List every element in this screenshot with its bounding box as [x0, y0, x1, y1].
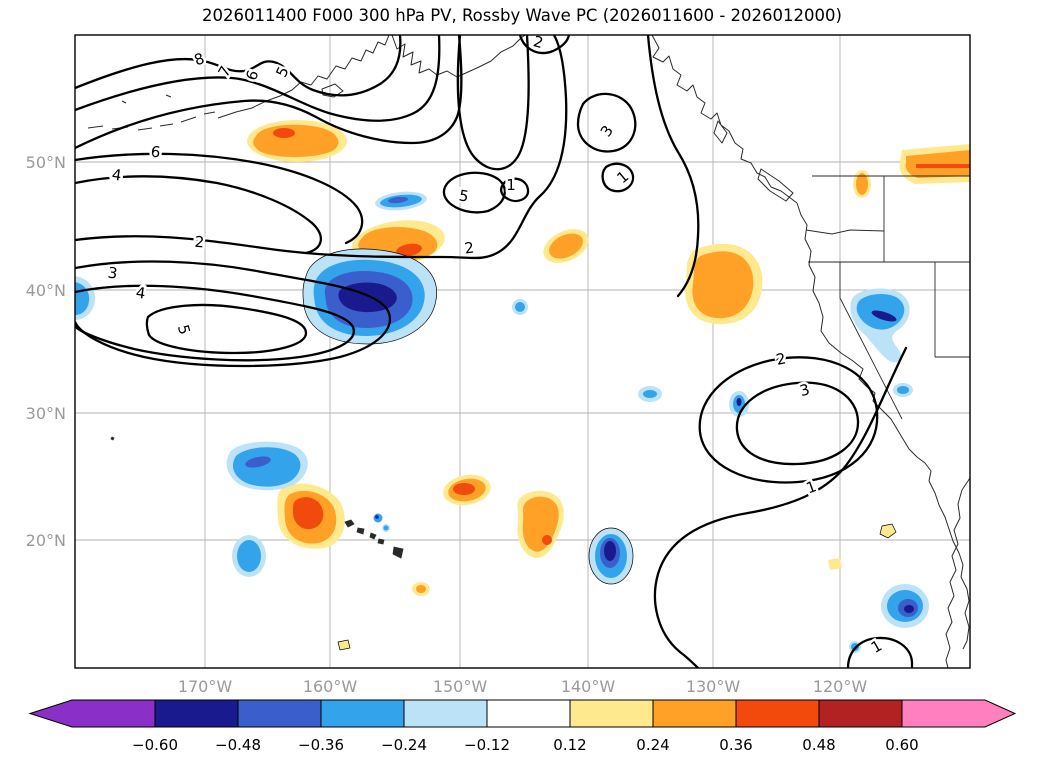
map-frame: [74, 34, 971, 669]
lon-tick-label: 140°W: [561, 677, 616, 696]
pv-contours: [75, 35, 914, 668]
contour-label: 3: [597, 122, 617, 140]
contour-label: 4: [135, 283, 147, 302]
anomaly-shading: [75, 120, 970, 653]
contour-label: 3: [107, 263, 119, 282]
coastline-us-west: [796, 202, 970, 650]
colorbar-tick-label: −0.24: [381, 736, 427, 754]
colorbar-tick-label: −0.12: [464, 736, 510, 754]
colorbar: −0.60 −0.48 −0.36 −0.24 −0.12 0.12 0.24 0.36 0.4…: [28, 699, 1017, 754]
lat-tick-label: 20°N: [26, 531, 66, 550]
colorbar-tick-label: 0.24: [636, 736, 669, 754]
cold-anomaly-hawaii-specks: [373, 513, 390, 532]
warm-anomaly-subtropics-mid: [443, 474, 491, 506]
lon-tick-label: 170°W: [178, 677, 233, 696]
contour-label: 2: [774, 349, 787, 369]
lon-tick-label: 120°W: [813, 677, 868, 696]
cold-anomaly-streak: [375, 191, 427, 211]
lon-axis: 170°W 160°W 150°W 140°W 130°W 120°W: [178, 677, 868, 696]
lon-tick-label: 130°W: [686, 677, 741, 696]
colorbar-segment: [403, 699, 488, 728]
lat-tick-label: 50°N: [26, 153, 66, 172]
hawaii-islands: [110, 436, 404, 559]
lat-tick-label: 40°N: [26, 281, 66, 300]
contour-label: 2: [463, 238, 475, 257]
coastlines: [87, 35, 970, 668]
coastline-gulf-california: [945, 477, 970, 668]
colorbar-segment: [486, 699, 571, 728]
lat-tick-label: 30°N: [26, 404, 66, 423]
warm-anomaly-gulf-alaska: [543, 229, 589, 263]
lon-tick-label: 150°W: [433, 677, 488, 696]
contour-label: 1: [506, 176, 516, 194]
colorbar-segment: [735, 699, 820, 728]
cold-anomaly-california: [850, 288, 913, 397]
colorbar-segment: [154, 699, 239, 728]
coastline-british-columbia: [651, 35, 798, 204]
colorbar-segment: [320, 699, 405, 728]
colorbar-tick-label: 0.48: [802, 736, 835, 754]
cold-anomaly-subtropics: [588, 527, 634, 585]
contour-label: 2: [194, 233, 205, 252]
colorbar-segment: [652, 699, 737, 728]
cold-anomaly-west-edge: [75, 276, 96, 320]
colorbar-segment: [237, 699, 322, 728]
warm-anomaly-nw-pacific: [247, 120, 347, 162]
page-title: 2026011400 F000 300 hPa PV, Rossby Wave …: [202, 6, 842, 25]
colorbar-tick-label: −0.48: [215, 736, 261, 754]
warm-anomaly-subtropics-west: [277, 483, 345, 549]
contour-label: 1: [868, 636, 885, 656]
colorbar-arrow-right: [901, 699, 1017, 728]
warm-anomaly-northeast-band: [853, 144, 970, 198]
colorbar-tick-label: 0.60: [885, 736, 918, 754]
state-borders: [805, 175, 970, 420]
warm-anomaly-subtropics-east: [517, 490, 564, 559]
colorbar-tick-label: 0.36: [719, 736, 752, 754]
contour-label: 5: [174, 323, 194, 337]
colorbar-segment: [569, 699, 654, 728]
colorbar-segment: [818, 699, 903, 728]
colorbar-tick-label: 0.12: [553, 736, 586, 754]
lon-tick-label: 160°W: [303, 677, 358, 696]
colorbar-arrow-left: [28, 699, 156, 728]
cold-anomaly-nw-hawaii: [226, 441, 308, 577]
lat-axis: 50°N 40°N 30°N 20°N: [26, 153, 66, 550]
cold-anomaly-small-mid: [512, 299, 749, 417]
contour-label: 4: [111, 165, 123, 184]
contour-label: 6: [150, 143, 162, 162]
contour-label: 5: [458, 186, 471, 205]
colorbar-tick-label: −0.36: [298, 736, 344, 754]
colorbar-tick-label: −0.60: [132, 736, 178, 754]
warm-anomaly-small-spots: [337, 523, 897, 651]
warm-anomaly-west-coast: [685, 243, 763, 325]
